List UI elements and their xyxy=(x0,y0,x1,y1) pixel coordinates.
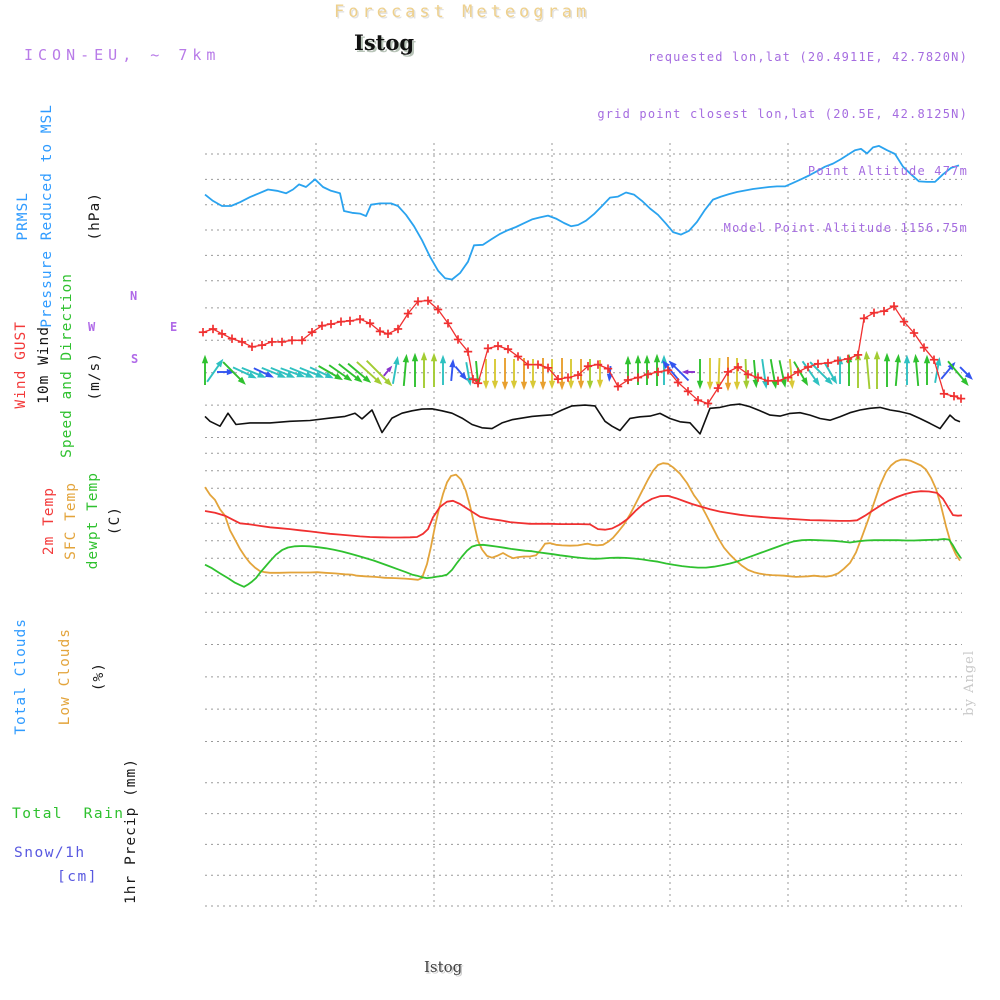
model-label: ICON-EU, ~ 7km xyxy=(24,46,221,64)
total-rain-label: Total Rain xyxy=(12,806,125,822)
grid-point-lonlat: grid point closest lon,lat (20.5E, 42.81… xyxy=(597,107,968,121)
compass-south-label: S xyxy=(131,352,139,366)
page-title: Forecast Meteogram xyxy=(334,2,591,22)
point-altitude: Point Altitude 477m xyxy=(807,164,968,178)
pressure-axis-desc: Pressure Reduced to MSL xyxy=(39,104,55,328)
watermark: by Angel xyxy=(962,650,977,716)
pressure-axis-name: PRMSL xyxy=(15,191,31,241)
wind-speed-dir-label: Speed and Direction xyxy=(59,272,75,458)
request-meta: requested lon,lat (20.4911E, 42.7820N) g… xyxy=(597,10,968,276)
wind-gust-label: Wind GUST xyxy=(13,321,29,409)
compass-west-label: W xyxy=(88,320,96,334)
temp-2m-label: 2m Temp xyxy=(41,486,57,556)
wind-10m-label: 10m Wind xyxy=(36,326,52,404)
temp-axis-unit: (C) xyxy=(107,506,123,536)
model-point-altitude: Model Point Altitude 1156.75m xyxy=(723,221,968,235)
station-name: Istog xyxy=(354,30,415,55)
temp-sfc-label: SFC Temp xyxy=(63,482,79,560)
total-clouds-label: Total Clouds xyxy=(13,618,29,735)
snow-unit-label: [cm] xyxy=(57,869,98,885)
low-clouds-label: Low Clouds xyxy=(57,627,73,726)
temp-dewpt-label: dewpt Temp xyxy=(85,472,101,570)
compass-east-label: E xyxy=(170,320,178,334)
snow-label: Snow/1h xyxy=(14,845,86,861)
requested-lonlat: requested lon,lat (20.4911E, 42.7820N) xyxy=(647,50,968,64)
precip-axis-label: 1hr Precip (mm) xyxy=(123,758,139,904)
compass-north-label: N xyxy=(130,289,138,303)
footer-station-name: Istog xyxy=(424,958,463,976)
pressure-axis-unit: (hPa) xyxy=(87,191,103,241)
clouds-axis-unit: (%) xyxy=(91,661,107,692)
